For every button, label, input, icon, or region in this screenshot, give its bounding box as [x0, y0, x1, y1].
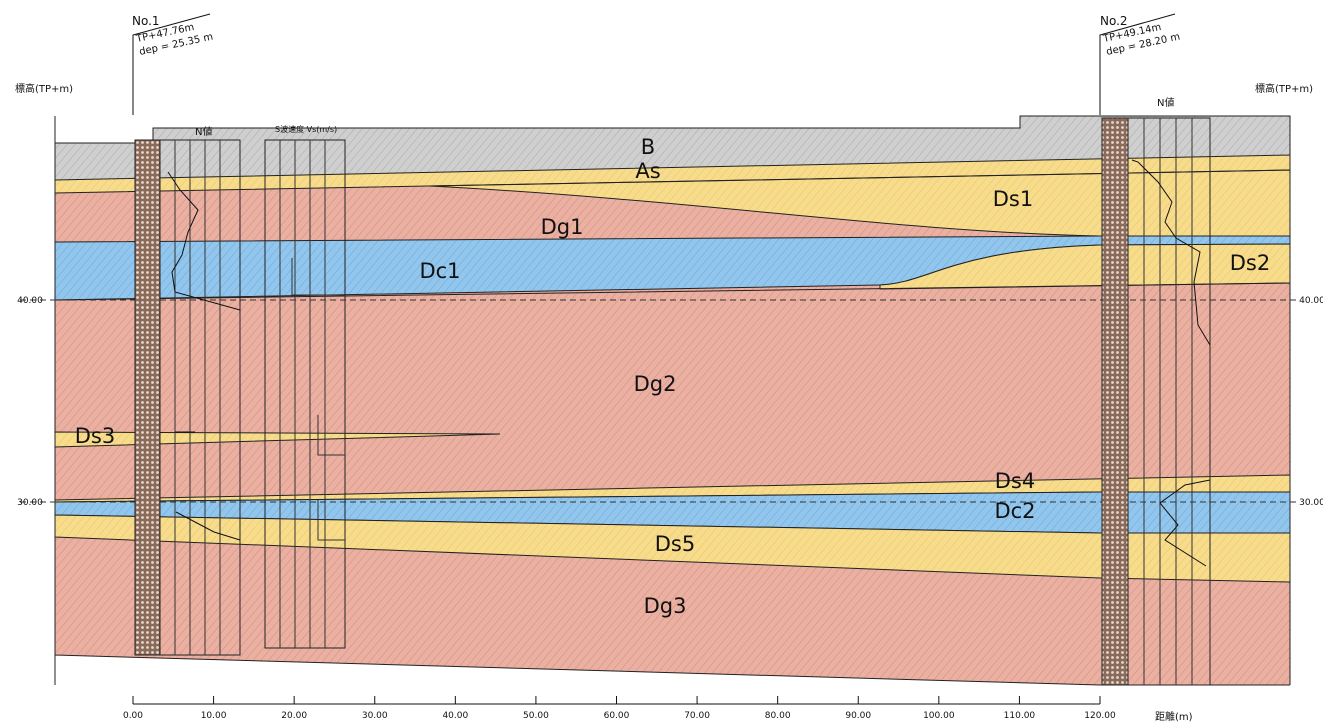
layer-label: As — [635, 159, 660, 183]
n-label: N値 — [195, 125, 212, 138]
cross-section: No.1 TP+47.76m dep = 25.35 m N値 S波速度 Vs(… — [0, 0, 1323, 726]
borehole-name: No.1 — [132, 14, 160, 28]
tick-label: 80.00 — [765, 711, 791, 721]
tick-label: 0.00 — [123, 711, 143, 721]
tick-label: 40.00 — [442, 711, 468, 721]
tick-label: 50.00 — [523, 711, 549, 721]
core — [135, 140, 160, 655]
axis-label: 距離(m) — [1155, 710, 1193, 723]
layer-label: B — [641, 135, 655, 159]
n-label: N値 — [1157, 96, 1174, 109]
layer-label: Dg3 — [644, 594, 687, 618]
tick-label: 100.00 — [923, 711, 955, 721]
layer-label: Ds5 — [655, 532, 695, 556]
layer-label: Dc2 — [994, 499, 1035, 523]
axis-label: 標高(TP+m) — [15, 82, 73, 95]
core — [1102, 118, 1128, 685]
layer-label: Ds2 — [1230, 251, 1270, 275]
tick-label: 110.00 — [1004, 711, 1036, 721]
tick-label: 40.00 — [1299, 296, 1323, 306]
axis-label: 標高(TP+m) — [1255, 82, 1313, 95]
tick-label: 30.00 — [362, 711, 388, 721]
layer-label: Dg1 — [541, 215, 584, 239]
tick-label: 120.00 — [1084, 711, 1116, 721]
layer-label: Ds1 — [993, 187, 1033, 211]
tick-label: 30.00 — [1299, 498, 1323, 508]
layer-label: Dc1 — [419, 259, 460, 283]
borehole-name: No.2 — [1100, 14, 1128, 28]
tick-label: 60.00 — [604, 711, 630, 721]
tick-label: 30.00 — [17, 498, 43, 508]
tick-label: 40.00 — [17, 296, 43, 306]
tick-label: 20.00 — [281, 711, 307, 721]
layer-label: Dg2 — [634, 372, 677, 396]
layer-label: Ds4 — [995, 469, 1035, 493]
distance-axis: 距離(m) 0.00 10.00 20.00 30.00 40.00 50.00 60.00… — [123, 696, 1193, 723]
tick-label: 90.00 — [845, 711, 871, 721]
tick-label: 10.00 — [201, 711, 227, 721]
layer-label: Ds3 — [75, 424, 115, 448]
tick-label: 70.00 — [684, 711, 710, 721]
vs-label: S波速度 Vs(m/s) — [275, 124, 337, 134]
